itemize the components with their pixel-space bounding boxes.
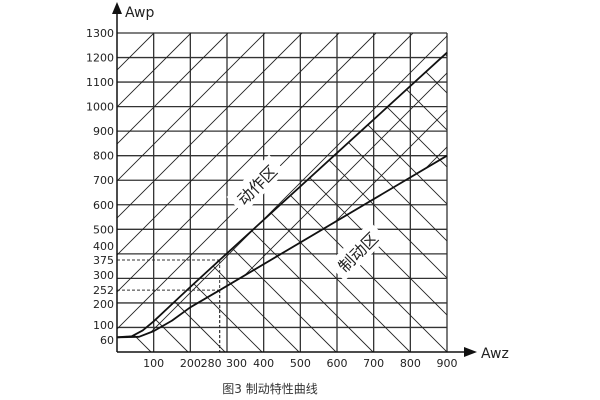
y-tick-label: 400	[93, 240, 114, 253]
y-tick-label: 800	[93, 150, 114, 163]
y-tick-label: 375	[93, 254, 114, 267]
x-tick-label: 800	[400, 357, 421, 370]
hatch-line	[117, 33, 377, 338]
hatch-line	[117, 33, 192, 338]
x-tick-label: 100	[143, 357, 164, 370]
hatch-line	[117, 33, 340, 338]
y-tick-label: 1300	[86, 27, 114, 40]
hatch-line	[164, 52, 447, 352]
hatch-line	[278, 33, 447, 338]
hatch-line	[464, 33, 600, 352]
y-tick-label: 100	[93, 319, 114, 332]
hatch-line	[426, 33, 447, 338]
hatch-line	[167, 33, 447, 338]
x-tick-label: 280	[201, 357, 222, 370]
y-tick-label: 500	[93, 223, 114, 236]
axes	[112, 2, 477, 357]
braking-curve	[116, 154, 448, 339]
action-curve	[116, 51, 448, 339]
y-tick-label: 60	[100, 334, 114, 347]
x-tick-label: 700	[363, 357, 384, 370]
reference-lines	[117, 259, 221, 352]
x-axis-label: Awz	[481, 346, 509, 362]
hatch-line	[117, 33, 303, 338]
hatch-line	[238, 52, 447, 352]
tick-labels: 100 200 280 300 400 500 600 700 800 9006010020025…	[86, 27, 458, 370]
hatch-line	[117, 52, 263, 352]
y-tick-label: 700	[93, 174, 114, 187]
hatch-line	[389, 33, 447, 338]
hatch-line	[352, 33, 447, 338]
curves	[116, 51, 448, 339]
y-tick-label: 900	[93, 125, 114, 138]
hatch-line	[117, 52, 152, 352]
x-tick-label: 400	[253, 357, 274, 370]
hatch-line	[312, 52, 447, 352]
x-axis-arrow-icon	[464, 347, 477, 357]
x-tick-label: 900	[437, 357, 458, 370]
y-tick-label: 1000	[86, 101, 114, 114]
hatch-line	[349, 52, 447, 352]
hatch-line	[117, 52, 337, 352]
hatch-line	[117, 33, 266, 338]
hatch-line	[127, 52, 447, 352]
y-axis-label: Awp	[125, 5, 154, 21]
y-tick-label: 1100	[86, 76, 114, 89]
x-tick-label: 600	[327, 357, 348, 370]
y-axis-arrow-icon	[112, 2, 122, 14]
grid	[117, 32, 448, 352]
hatch-line	[315, 33, 447, 338]
y-tick-label: 600	[93, 199, 114, 212]
y-tick-label: 1200	[86, 52, 114, 65]
y-tick-label: 252	[93, 284, 114, 297]
x-tick-label: 300	[226, 357, 247, 370]
hatch-line	[275, 52, 447, 352]
hatch-line	[0, 33, 77, 352]
hatch-line	[241, 33, 447, 338]
x-tick-label: 200	[180, 357, 201, 370]
hatch-line	[130, 33, 447, 338]
chart-caption: 图3 制动特性曲线	[222, 381, 317, 396]
hatch-line	[423, 52, 447, 352]
y-tick-label: 300	[93, 269, 114, 282]
hatch-line	[117, 33, 155, 338]
hatch-line	[117, 33, 229, 338]
hatch-line	[386, 52, 447, 352]
x-tick-label: 500	[290, 357, 311, 370]
y-tick-label: 200	[93, 298, 114, 311]
